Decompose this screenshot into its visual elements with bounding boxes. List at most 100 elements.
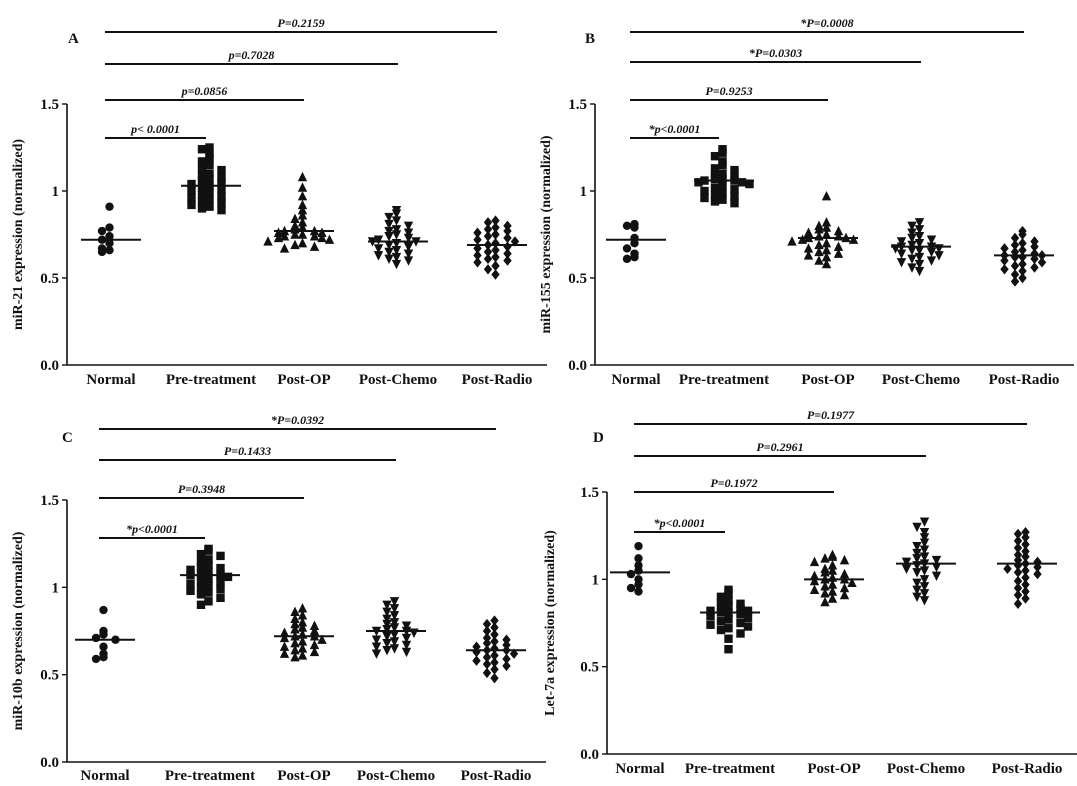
data-point <box>736 629 745 638</box>
data-point <box>1021 526 1030 538</box>
data-point <box>217 165 226 175</box>
data-point <box>926 256 937 266</box>
data-point <box>384 240 394 251</box>
data-point <box>382 646 392 656</box>
data-point <box>290 213 300 224</box>
data-point <box>710 164 720 173</box>
data-point <box>821 251 832 262</box>
data-point <box>187 193 196 203</box>
data-point <box>901 564 912 575</box>
data-point <box>216 577 225 587</box>
data-point <box>105 239 114 248</box>
data-point <box>403 249 414 259</box>
data-point <box>490 629 499 640</box>
data-point <box>205 195 214 204</box>
data-point <box>297 204 308 215</box>
data-point <box>1010 232 1020 244</box>
data-point <box>473 234 482 245</box>
data-point <box>1013 598 1023 609</box>
data-point <box>724 596 733 605</box>
y-tick-label: 0.0 <box>568 358 587 374</box>
data-point <box>1021 572 1030 583</box>
data-point <box>502 653 511 665</box>
data-point <box>384 254 394 265</box>
data-point <box>718 181 727 190</box>
y-tick-label: 0.0 <box>40 358 59 374</box>
data-point <box>503 225 512 237</box>
data-point <box>1033 556 1042 568</box>
data-point <box>912 568 922 578</box>
data-point <box>187 186 196 196</box>
data-point <box>217 198 226 208</box>
data-point <box>1030 236 1039 247</box>
data-point <box>700 193 709 203</box>
data-point <box>216 551 225 561</box>
data-point <box>482 667 492 679</box>
data-point <box>472 641 481 652</box>
data-point <box>821 217 832 227</box>
data-point <box>1010 239 1020 251</box>
data-point <box>483 231 493 242</box>
data-point <box>382 632 392 642</box>
data-point <box>483 253 493 265</box>
data-point <box>1000 264 1009 275</box>
data-point <box>912 578 922 589</box>
data-point <box>324 234 335 244</box>
data-point <box>409 628 419 638</box>
data-point <box>1018 265 1027 277</box>
data-point <box>205 160 214 170</box>
data-point <box>290 638 300 648</box>
p-value-label: P=0.1977 <box>807 408 855 422</box>
x-category-label: Pre-treatment <box>679 372 769 388</box>
data-point <box>1013 582 1023 594</box>
data-point <box>1000 255 1009 266</box>
data-point <box>223 572 233 582</box>
data-point <box>204 560 213 569</box>
data-point <box>827 593 838 603</box>
data-point <box>820 596 830 607</box>
data-point <box>197 171 207 180</box>
data-point <box>1013 589 1023 601</box>
data-point <box>384 247 394 258</box>
data-point <box>1030 262 1039 273</box>
data-point <box>1021 551 1030 562</box>
data-point <box>384 226 394 237</box>
data-point <box>724 601 733 610</box>
data-point <box>827 586 838 596</box>
data-point <box>205 202 214 211</box>
data-point <box>803 227 814 237</box>
data-point <box>279 641 290 651</box>
data-point <box>491 260 500 272</box>
data-point <box>297 650 308 660</box>
data-point <box>297 643 308 653</box>
data-point <box>187 179 196 189</box>
data-point <box>907 228 917 238</box>
data-point <box>814 224 824 234</box>
data-point <box>821 222 832 232</box>
data-point <box>907 233 917 244</box>
data-point <box>204 588 213 597</box>
data-point <box>389 630 400 640</box>
data-point <box>297 191 308 201</box>
p-value-label: P=0.3948 <box>178 482 225 496</box>
data-point <box>196 590 206 599</box>
data-point <box>814 239 824 250</box>
data-point <box>297 617 308 627</box>
panel-letter: B <box>585 31 595 47</box>
x-category-label: Post-OP <box>801 372 854 388</box>
y-tick-label: 1.5 <box>568 97 587 113</box>
x-category-label: Normal <box>80 768 129 784</box>
panel-a: 0.0 0.5 1 1.5 miR-21 expression (normalized)… <box>11 16 547 388</box>
data-point <box>914 225 925 235</box>
data-point <box>1018 272 1027 284</box>
data-point <box>216 563 225 573</box>
data-point <box>919 575 930 585</box>
data-point <box>1000 243 1009 254</box>
data-point <box>187 200 196 210</box>
data-point <box>491 269 500 280</box>
data-point <box>205 188 214 197</box>
data-point <box>833 248 844 258</box>
data-point <box>503 220 512 231</box>
data-point <box>1018 244 1027 256</box>
